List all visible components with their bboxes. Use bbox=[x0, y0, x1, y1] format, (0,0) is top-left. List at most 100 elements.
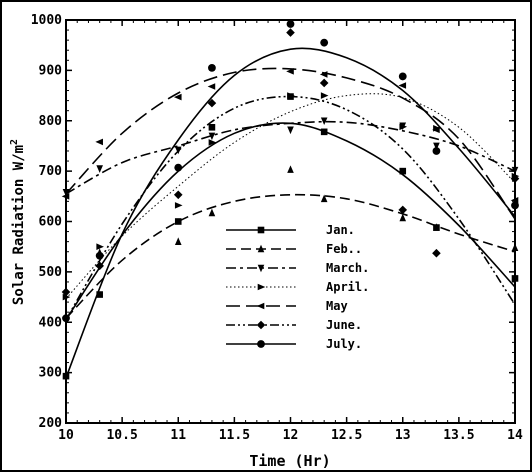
data-point-july bbox=[62, 314, 70, 323]
legend-marker-march bbox=[257, 264, 265, 273]
x-tick-label: 13.5 bbox=[443, 428, 474, 443]
series-april bbox=[62, 92, 520, 301]
data-point-april bbox=[174, 202, 183, 209]
data-point-jan bbox=[320, 128, 328, 136]
data-point-feb bbox=[174, 237, 182, 245]
data-point-feb bbox=[399, 213, 407, 222]
legend-item-may: May bbox=[226, 299, 348, 313]
data-point-june bbox=[398, 205, 408, 215]
data-point-july bbox=[432, 147, 441, 155]
data-point-may bbox=[319, 71, 328, 78]
y-tick-label: 800 bbox=[39, 114, 63, 129]
series-june bbox=[61, 28, 520, 321]
data-point-march bbox=[433, 142, 440, 151]
data-point-jan bbox=[399, 167, 407, 175]
data-point-july bbox=[95, 251, 104, 260]
series-line-april bbox=[65, 93, 516, 299]
legend-label-june: June. bbox=[326, 318, 362, 332]
legend-label-jan: Jan. bbox=[326, 223, 355, 237]
data-point-feb bbox=[287, 165, 294, 173]
data-point-april bbox=[320, 92, 329, 99]
series-line-may bbox=[65, 67, 516, 220]
legend-item-july: July. bbox=[226, 337, 362, 351]
legend-label-april: April. bbox=[326, 280, 369, 294]
data-point-april bbox=[208, 139, 217, 146]
data-point-june bbox=[286, 28, 295, 37]
data-point-june bbox=[61, 287, 71, 297]
series-july bbox=[62, 20, 519, 378]
x-tick-label: 12 bbox=[283, 428, 299, 443]
data-point-may bbox=[173, 93, 182, 101]
data-point-may bbox=[286, 68, 294, 75]
x-axis-title: Time (Hr) bbox=[249, 452, 330, 470]
y-axis-title-group: Solar Radiation W/m2 bbox=[9, 139, 27, 305]
y-axis-title-main: Solar Radiation W/m bbox=[11, 145, 27, 305]
data-point-feb bbox=[208, 208, 216, 217]
data-point-june bbox=[95, 261, 104, 271]
series-line-june bbox=[65, 95, 516, 321]
y-tick-label: 200 bbox=[39, 416, 63, 431]
y-tick-label: 600 bbox=[39, 215, 63, 230]
legend-label-may: May bbox=[326, 299, 348, 313]
y-tick-label: 300 bbox=[39, 366, 63, 381]
data-point-may bbox=[61, 193, 70, 200]
data-point-june bbox=[173, 190, 183, 200]
data-point-april bbox=[62, 293, 71, 301]
data-point-july bbox=[286, 20, 295, 28]
legend: Jan. Feb.. March. April. May June. July. bbox=[226, 223, 369, 351]
x-tick-label: 11.5 bbox=[219, 428, 250, 443]
x-tick-label: 10.5 bbox=[106, 428, 137, 443]
legend-marker-jan bbox=[257, 226, 265, 234]
y-tick-label: 500 bbox=[39, 265, 63, 280]
y-tick-label: 900 bbox=[39, 63, 63, 78]
data-point-june bbox=[432, 248, 441, 258]
data-point-may bbox=[207, 83, 216, 90]
data-point-jan bbox=[208, 123, 216, 131]
legend-label-march: March. bbox=[326, 261, 369, 275]
legend-item-jan: Jan. bbox=[226, 223, 355, 237]
legend-marker-may bbox=[256, 302, 265, 310]
data-point-july bbox=[398, 72, 407, 81]
data-point-may bbox=[95, 138, 103, 146]
data-point-july bbox=[320, 38, 329, 47]
data-point-jan bbox=[96, 291, 103, 298]
series-line-march bbox=[65, 120, 516, 195]
series-layer bbox=[61, 20, 520, 380]
data-point-july bbox=[208, 63, 216, 72]
data-point-march bbox=[320, 117, 328, 126]
x-tick-label: 13 bbox=[395, 428, 411, 443]
data-point-june bbox=[510, 174, 520, 183]
series-may bbox=[61, 67, 519, 220]
data-point-feb bbox=[320, 194, 328, 203]
y-tick-label: 400 bbox=[39, 315, 63, 330]
x-tick-label: 14 bbox=[507, 428, 523, 443]
data-point-march bbox=[287, 126, 294, 135]
legend-marker-june bbox=[256, 320, 266, 330]
series-line-july bbox=[65, 47, 516, 378]
axes-ticks: 10 10.5 11 11.5 12 12.5 13 13.5 14 200 300 400 500 60… bbox=[31, 13, 523, 443]
data-point-feb bbox=[511, 243, 519, 251]
data-point-june bbox=[319, 78, 329, 88]
data-point-july bbox=[174, 163, 183, 172]
data-point-march bbox=[208, 132, 216, 141]
data-point-jan bbox=[511, 275, 519, 282]
legend-item-march: March. bbox=[226, 261, 369, 275]
data-point-may bbox=[398, 82, 407, 89]
y-axis-title-superscript: 2 bbox=[9, 139, 20, 145]
x-tick-label: 11 bbox=[170, 428, 186, 443]
x-tick-label: 12.5 bbox=[331, 428, 362, 443]
legend-label-july: July. bbox=[326, 337, 362, 351]
legend-marker-july bbox=[257, 340, 265, 348]
data-point-may bbox=[432, 126, 440, 134]
y-tick-label: 700 bbox=[39, 164, 63, 179]
legend-item-feb: Feb.. bbox=[226, 242, 362, 256]
data-point-feb bbox=[433, 223, 440, 231]
data-point-march bbox=[96, 165, 103, 173]
legend-item-april: April. bbox=[226, 280, 369, 294]
data-point-jan bbox=[174, 218, 182, 225]
data-point-march bbox=[511, 166, 519, 175]
y-tick-label: 1000 bbox=[31, 13, 62, 28]
data-point-april bbox=[399, 123, 408, 131]
